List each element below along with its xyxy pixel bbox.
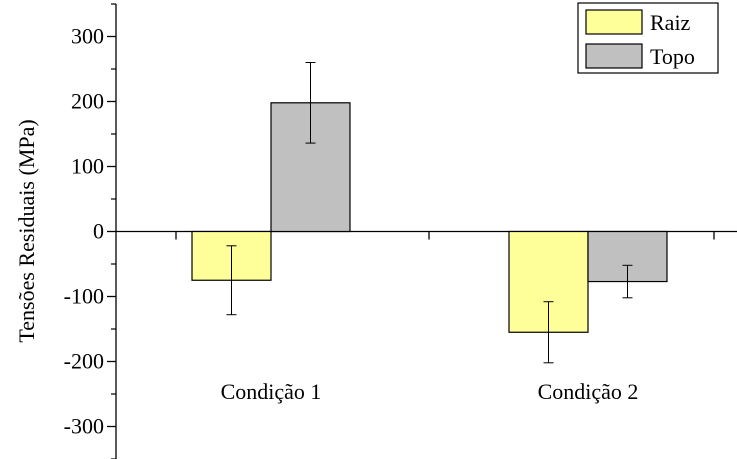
y-tick-label: -100	[64, 284, 104, 309]
y-tick-label: 200	[71, 89, 104, 114]
legend-swatch-raiz	[585, 9, 643, 35]
legend: Raiz Topo	[577, 2, 719, 74]
error-bars	[226, 62, 633, 364]
y-axis-title: Tensões Residuais (MPa)	[14, 119, 39, 342]
category-label: Condição 2	[538, 379, 639, 404]
category-label: Condição 1	[221, 379, 322, 404]
legend-label-raiz: Raiz	[650, 10, 691, 35]
bars	[191, 102, 668, 333]
y-tick-label: 100	[71, 154, 104, 179]
legend-swatch-topo	[585, 43, 643, 69]
legend-label-topo: Topo	[650, 44, 695, 69]
y-axis: -300 -200 -100 0 100 200 300	[64, 3, 117, 459]
y-tick-label: 300	[71, 24, 104, 49]
y-tick-label: -200	[64, 349, 104, 374]
y-tick-label: -300	[64, 414, 104, 439]
y-tick-label: 0	[93, 219, 104, 244]
category-labels: Condição 1 Condição 2	[221, 379, 639, 404]
